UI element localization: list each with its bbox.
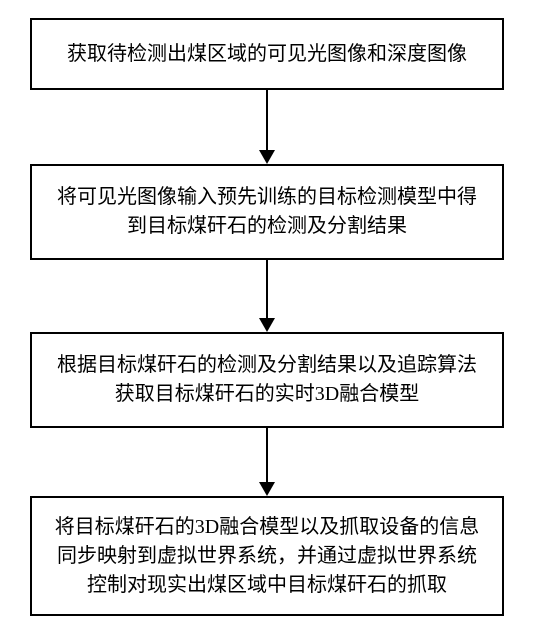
flowchart-arrow — [259, 90, 275, 164]
flowchart-node-text: 将目标煤矸石的3D融合模型以及抓取设备的信息同步映射到虚拟世界系统，并通过虚拟世… — [52, 513, 482, 600]
arrow-shaft — [266, 260, 268, 318]
flowchart-arrow — [259, 260, 275, 332]
arrow-head-icon — [259, 482, 275, 496]
arrow-head-icon — [259, 150, 275, 164]
flowchart-node-text: 将可见光图像输入预先训练的目标检测模型中得到目标煤矸石的检测及分割结果 — [52, 183, 482, 241]
flowchart-canvas: 获取待检测出煤区域的可见光图像和深度图像将可见光图像输入预先训练的目标检测模型中… — [0, 0, 534, 624]
flowchart-node: 获取待检测出煤区域的可见光图像和深度图像 — [30, 18, 504, 90]
flowchart-node: 将可见光图像输入预先训练的目标检测模型中得到目标煤矸石的检测及分割结果 — [30, 164, 504, 260]
flowchart-node: 根据目标煤矸石的检测及分割结果以及追踪算法获取目标煤矸石的实时3D融合模型 — [30, 332, 504, 428]
arrow-shaft — [266, 90, 268, 150]
flowchart-arrow — [259, 428, 275, 496]
flowchart-node-text: 获取待检测出煤区域的可见光图像和深度图像 — [67, 40, 467, 69]
flowchart-node: 将目标煤矸石的3D融合模型以及抓取设备的信息同步映射到虚拟世界系统，并通过虚拟世… — [30, 496, 504, 616]
arrow-head-icon — [259, 318, 275, 332]
flowchart-node-text: 根据目标煤矸石的检测及分割结果以及追踪算法获取目标煤矸石的实时3D融合模型 — [52, 351, 482, 409]
arrow-shaft — [266, 428, 268, 482]
